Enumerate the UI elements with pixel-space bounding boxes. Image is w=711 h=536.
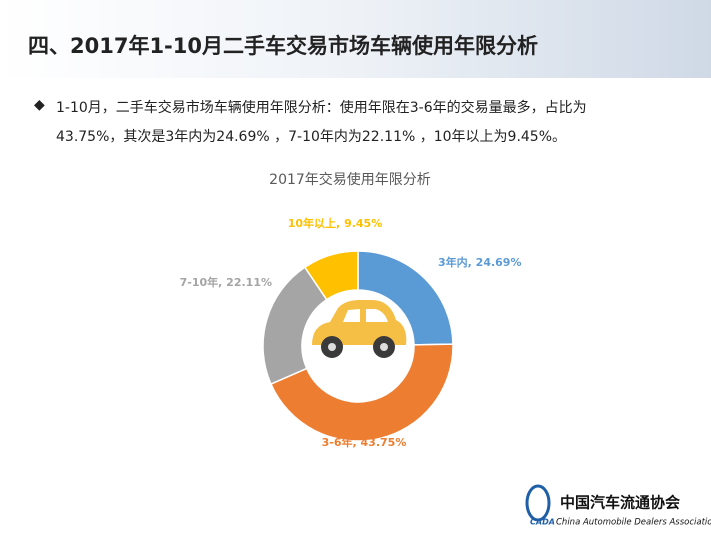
logo-english: China Automobile Dealers Association: [556, 518, 711, 528]
logo-name: 中国汽车流通协会: [560, 494, 680, 512]
bullet-symbol: ◆: [34, 97, 45, 113]
data-label: 7-10年, 22.11%: [180, 275, 272, 289]
donut-segment: [269, 343, 454, 442]
logo: CADA 中国汽车流通协会 China Automobile Dealers A…: [525, 484, 711, 528]
donut-segment: [303, 250, 359, 301]
car-icon: [312, 300, 407, 358]
bullet-text: 43.75%，其次是3年内为24.69% ，7-10年内为22.11% ，10年…: [56, 129, 567, 145]
slide-title: 四、2017年1-10月二手车交易市场车辆使用年限分析: [28, 34, 538, 58]
donut-segment: [357, 250, 454, 346]
header-band: 四、2017年1-10月二手车交易市场车辆使用年限分析: [0, 0, 711, 78]
logo-abbr: CADA: [530, 518, 555, 527]
data-label: 10年以上, 9.45%: [288, 216, 382, 230]
bullet-text: 1-10月，二手车交易市场车辆使用年限分析：使用年限在3-6年的交易量最多，占比…: [56, 100, 587, 116]
data-label: 3年内, 24.69%: [438, 255, 521, 269]
chart-title: 2017年交易使用年限分析: [269, 171, 431, 188]
data-label: 3-6年, 43.75%: [322, 435, 407, 449]
